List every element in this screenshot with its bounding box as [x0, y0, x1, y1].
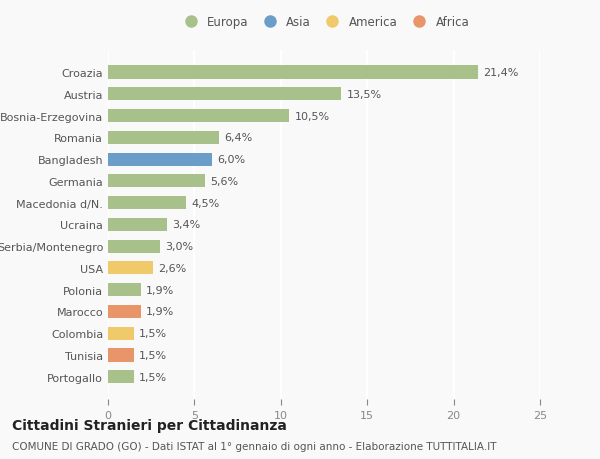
Text: 21,4%: 21,4%: [483, 68, 518, 78]
Text: 10,5%: 10,5%: [295, 112, 330, 121]
Text: 1,9%: 1,9%: [146, 307, 174, 317]
Bar: [108, 370, 134, 383]
Text: 1,5%: 1,5%: [139, 372, 167, 382]
Bar: [108, 327, 134, 340]
Bar: [108, 218, 167, 231]
Legend: Europa, Asia, America, Africa: Europa, Asia, America, Africa: [174, 11, 474, 34]
Bar: [108, 284, 141, 297]
Text: 6,0%: 6,0%: [217, 155, 245, 165]
Text: 3,4%: 3,4%: [172, 220, 200, 230]
Bar: [108, 132, 218, 145]
Bar: [108, 175, 205, 188]
Bar: [108, 196, 186, 210]
Text: 1,9%: 1,9%: [146, 285, 174, 295]
Text: 13,5%: 13,5%: [346, 90, 382, 100]
Bar: [108, 349, 134, 362]
Bar: [108, 88, 341, 101]
Bar: [108, 153, 212, 166]
Text: 6,4%: 6,4%: [224, 133, 252, 143]
Bar: [108, 67, 478, 79]
Text: 5,6%: 5,6%: [210, 176, 238, 186]
Bar: [108, 305, 141, 318]
Bar: [108, 240, 160, 253]
Text: COMUNE DI GRADO (GO) - Dati ISTAT al 1° gennaio di ogni anno - Elaborazione TUTT: COMUNE DI GRADO (GO) - Dati ISTAT al 1° …: [12, 441, 497, 451]
Bar: [108, 262, 153, 275]
Text: 4,5%: 4,5%: [191, 198, 219, 208]
Text: 1,5%: 1,5%: [139, 350, 167, 360]
Text: 3,0%: 3,0%: [165, 241, 193, 252]
Text: 2,6%: 2,6%: [158, 263, 187, 274]
Bar: [108, 110, 289, 123]
Text: Cittadini Stranieri per Cittadinanza: Cittadini Stranieri per Cittadinanza: [12, 418, 287, 431]
Text: 1,5%: 1,5%: [139, 329, 167, 338]
